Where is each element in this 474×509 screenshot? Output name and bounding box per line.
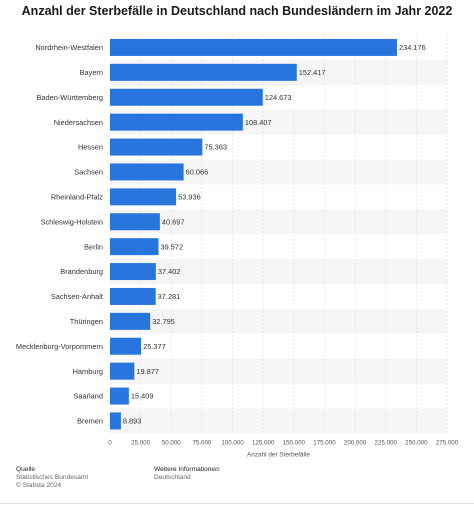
info-block: Weitere Informationen: Deutschland [154, 466, 221, 482]
bar [110, 213, 160, 231]
bar [110, 38, 397, 56]
bar [110, 88, 263, 106]
bar [110, 238, 159, 256]
gridlines [140, 35, 448, 434]
value-label: 25.377 [143, 342, 166, 351]
category-label: Bayern [80, 68, 103, 77]
x-tick-label: 50.000 [162, 439, 181, 446]
bottom-divider [0, 503, 474, 504]
bar [110, 312, 151, 330]
category-label: Sachsen-Anhalt [51, 292, 103, 301]
bar [110, 287, 156, 305]
x-tick-label: 25.000 [131, 439, 150, 446]
category-label: Berlin [84, 242, 103, 251]
value-label: 19.877 [136, 367, 159, 376]
bar [110, 362, 135, 380]
category-label: Brandenburg [60, 267, 103, 276]
row-band [110, 308, 447, 334]
copyright: © Statista 2024 [16, 482, 62, 490]
x-tick-label: 250.000 [405, 439, 428, 446]
category-label: Saarland [73, 392, 103, 401]
category-label: Rheinland-Pfalz [51, 192, 103, 201]
x-tick-label: 100.000 [221, 439, 244, 446]
x-tick-label: 0 [108, 439, 112, 446]
source-block: Quelle Statistisches Bundesamt © Statist… [16, 466, 88, 491]
info-heading: Weitere Informationen: [154, 466, 221, 473]
category-label: Thüringen [70, 317, 103, 326]
value-label: 39.572 [160, 242, 183, 251]
bar [110, 263, 156, 281]
x-tick-label: 150.000 [283, 439, 306, 446]
x-tick-label: 125.000 [252, 439, 275, 446]
value-label: 8.893 [123, 417, 142, 426]
source-heading: Quelle [16, 466, 36, 473]
value-label: 124.673 [265, 93, 292, 102]
bar [110, 188, 177, 206]
row-band [110, 408, 447, 434]
category-label: Nordrhein-Westfalen [35, 43, 103, 52]
category-label: Mecklenburg-Vorpommern [16, 342, 103, 351]
x-axis-title: Anzahl der Sterbefälle [247, 451, 310, 458]
value-label: 53.936 [178, 192, 201, 201]
category-label: Hamburg [73, 367, 103, 376]
bar [110, 63, 297, 81]
value-label: 108.407 [245, 118, 272, 127]
x-tick-label: 225.000 [375, 439, 398, 446]
source-publisher[interactable]: Statistisches Bundesamt [16, 474, 89, 482]
value-label: 40.697 [162, 217, 185, 226]
bar [110, 387, 129, 405]
info-region: Deutschland [154, 474, 191, 482]
value-label: 152.417 [299, 68, 326, 77]
value-label: 234.176 [399, 43, 426, 52]
bars [110, 38, 397, 430]
row-band [110, 358, 447, 384]
x-tick-label: 75.000 [192, 439, 211, 446]
value-label: 75.363 [204, 143, 227, 152]
category-label: Schleswig-Holstein [41, 217, 103, 226]
bar [110, 412, 121, 430]
bar [110, 337, 142, 355]
value-label: 37.402 [158, 267, 181, 276]
row-band [110, 209, 447, 235]
x-tick-label: 200.000 [344, 439, 367, 446]
category-label: Hessen [78, 143, 103, 152]
row-band [110, 259, 447, 284]
category-label: Bremen [77, 417, 103, 426]
value-label: 37.281 [158, 292, 181, 301]
category-label: Baden-Württemberg [36, 93, 103, 102]
category-label: Sachsen [74, 168, 103, 177]
value-label: 32.795 [152, 317, 175, 326]
chart-title: Anzahl der Sterbefälle in Deutschland na… [21, 4, 453, 18]
value-label: 15.409 [131, 392, 154, 401]
category-label: Niedersachsen [54, 118, 103, 127]
x-tick-label: 275.000 [436, 439, 459, 446]
x-tick-label: 175.000 [313, 439, 336, 446]
bar [110, 113, 243, 131]
value-label: 60.066 [186, 168, 209, 177]
category-labels: Nordrhein-Westfalen Bayern Baden-Württembe… [16, 43, 103, 426]
x-axis-ticks: 0 25.000 50.000 75.000 100.000 125.000 150.000… [108, 439, 458, 446]
bar [110, 138, 203, 156]
bar [110, 163, 184, 181]
value-labels: 234.176 152.417 124.673 108.407 75.363 60.066… [123, 43, 426, 426]
